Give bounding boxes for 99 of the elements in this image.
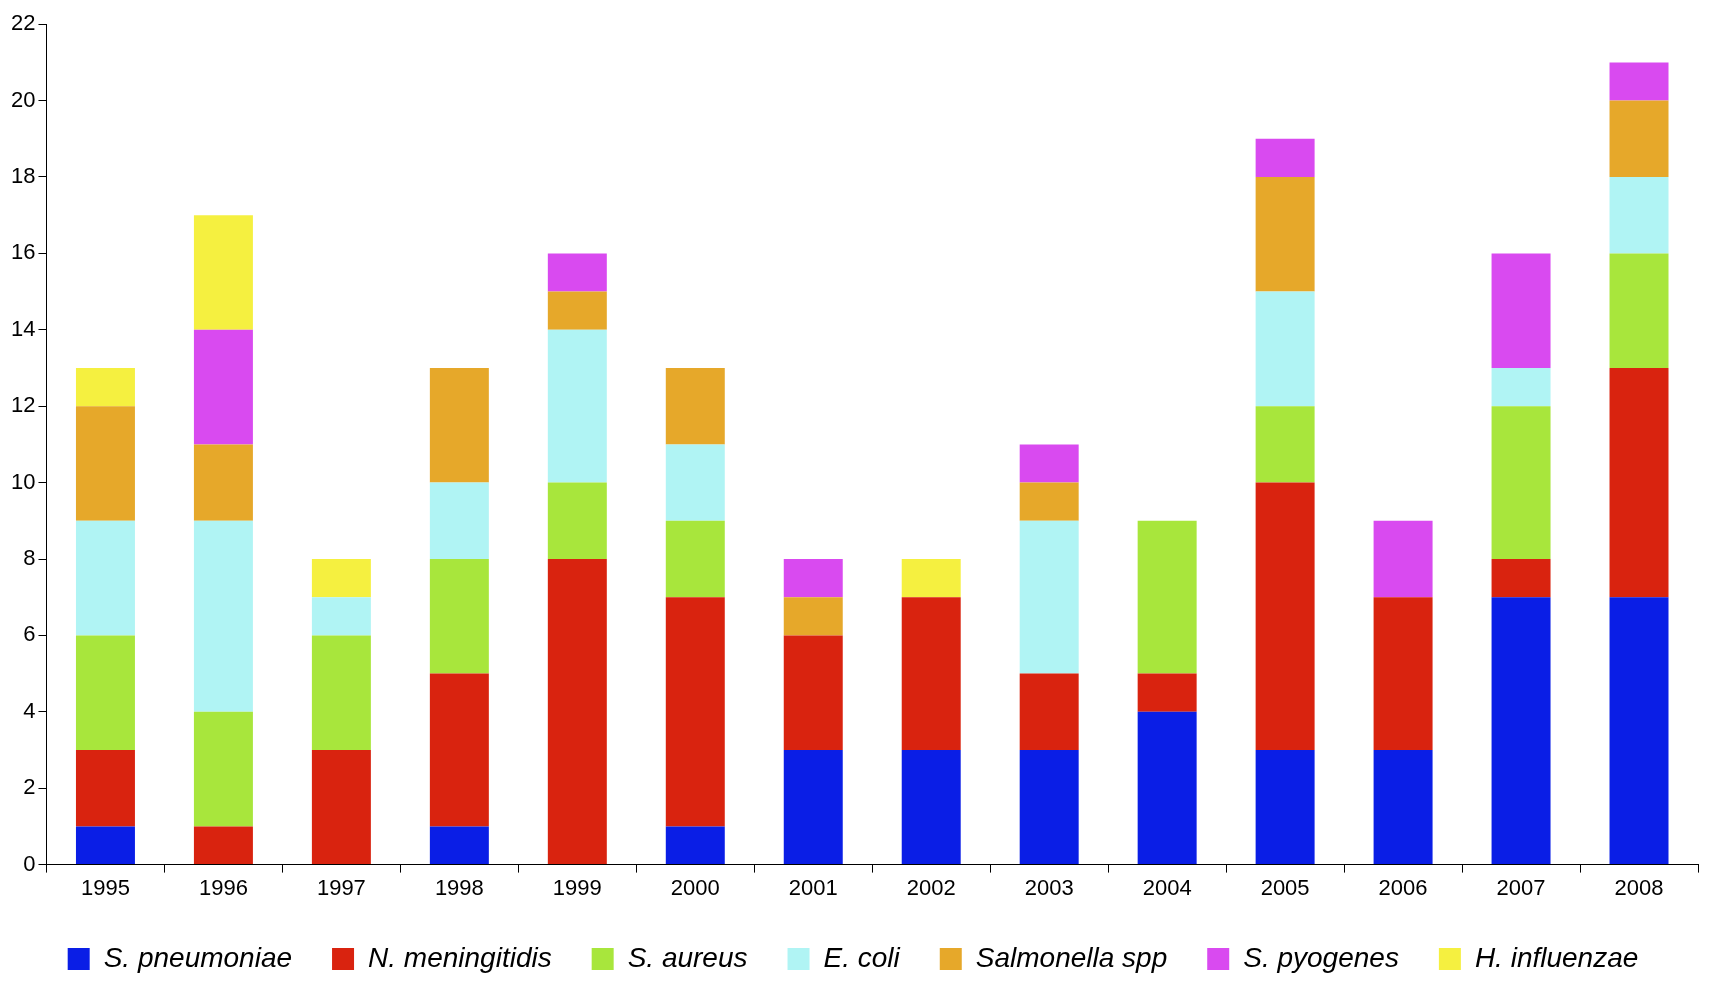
bar <box>1373 597 1433 750</box>
bar <box>75 406 135 521</box>
y-tick-label: 6 <box>23 621 36 647</box>
bar <box>193 444 253 521</box>
x-tick-label: 2002 <box>906 874 956 900</box>
bar <box>75 520 135 636</box>
x-tick-label: 2004 <box>1142 874 1192 900</box>
bar <box>665 444 725 521</box>
bar <box>429 826 489 865</box>
bar <box>1373 750 1433 865</box>
bar <box>1255 750 1315 865</box>
bar <box>547 253 607 292</box>
bar <box>1373 520 1433 598</box>
bar <box>75 826 135 865</box>
bar <box>1609 253 1669 368</box>
y-tick-label: 10 <box>10 468 36 494</box>
x-tick-label: 1996 <box>198 874 248 900</box>
bar <box>547 291 607 330</box>
bar <box>547 559 607 865</box>
bar <box>547 482 607 559</box>
legend-label: H. influenzae <box>1474 941 1639 973</box>
bar <box>1491 597 1551 865</box>
bar <box>783 559 843 598</box>
bar <box>1491 368 1551 407</box>
y-tick-label: 0 <box>23 850 36 876</box>
bar <box>1255 406 1315 483</box>
bar <box>901 750 961 865</box>
bar <box>1255 291 1315 407</box>
legend-label: S. pyogenes <box>1243 941 1399 973</box>
bar <box>193 215 253 330</box>
bar <box>783 635 843 750</box>
y-tick-label: 8 <box>23 545 36 571</box>
bar <box>783 750 843 865</box>
bar <box>1609 62 1669 101</box>
bar <box>193 711 253 827</box>
bar <box>429 559 489 674</box>
legend-label: E. coli <box>823 941 901 973</box>
bar <box>75 368 135 407</box>
x-tick-label: 1998 <box>434 874 484 900</box>
bar <box>429 482 489 559</box>
legend-label: N. meningitidis <box>368 941 552 973</box>
x-tick-label: 2000 <box>670 874 720 900</box>
legend-label: S. pneumoniae <box>103 941 293 973</box>
y-tick-label: 2 <box>23 774 36 800</box>
legend-label: S. aureus <box>627 941 748 973</box>
bar <box>1019 750 1079 865</box>
bar <box>1019 444 1079 483</box>
y-tick-label: 22 <box>10 10 36 36</box>
y-tick-label: 14 <box>10 315 36 341</box>
bar <box>75 635 135 750</box>
bar <box>429 368 489 483</box>
bar <box>1609 368 1669 598</box>
y-tick-label: 20 <box>10 86 36 112</box>
bar <box>1609 597 1669 865</box>
bar <box>193 520 253 712</box>
bar <box>901 597 961 750</box>
bar <box>193 826 253 865</box>
y-tick-label: 4 <box>23 697 36 723</box>
bar <box>1019 520 1079 674</box>
bar <box>665 597 725 827</box>
x-tick-label: 2008 <box>1614 874 1664 900</box>
bar <box>1137 520 1197 674</box>
bar <box>1491 406 1551 559</box>
bar <box>1255 482 1315 750</box>
bar <box>1019 482 1079 521</box>
x-tick-label: 2006 <box>1378 874 1428 900</box>
x-tick-label: 2005 <box>1260 874 1310 900</box>
bar <box>665 520 725 598</box>
x-tick-label: 2001 <box>788 874 838 900</box>
bar <box>547 329 607 483</box>
bar <box>665 826 725 865</box>
bar <box>1609 177 1669 254</box>
bar <box>1137 673 1197 712</box>
x-tick-label: 1997 <box>316 874 366 900</box>
bar <box>311 597 371 636</box>
bar <box>665 368 725 445</box>
bar <box>1019 673 1079 750</box>
bar <box>1137 711 1197 865</box>
y-tick-label: 12 <box>10 392 36 418</box>
bar <box>311 750 371 865</box>
x-tick-label: 2003 <box>1024 874 1074 900</box>
bar <box>1255 177 1315 292</box>
x-tick-label: 1995 <box>80 874 130 900</box>
bar <box>1491 559 1551 598</box>
bar <box>783 597 843 636</box>
bar <box>1255 138 1315 177</box>
y-tick-label: 16 <box>10 239 36 265</box>
bar <box>429 673 489 827</box>
legend-label: Salmonella spp <box>975 941 1168 973</box>
bar <box>311 635 371 750</box>
x-tick-label: 1999 <box>552 874 602 900</box>
bar <box>75 750 135 827</box>
bar <box>311 559 371 598</box>
bar <box>1491 253 1551 368</box>
x-tick-label: 2007 <box>1496 874 1546 900</box>
bar <box>193 329 253 445</box>
y-tick-label: 18 <box>10 163 36 189</box>
bar <box>901 559 961 598</box>
bar <box>1609 100 1669 177</box>
